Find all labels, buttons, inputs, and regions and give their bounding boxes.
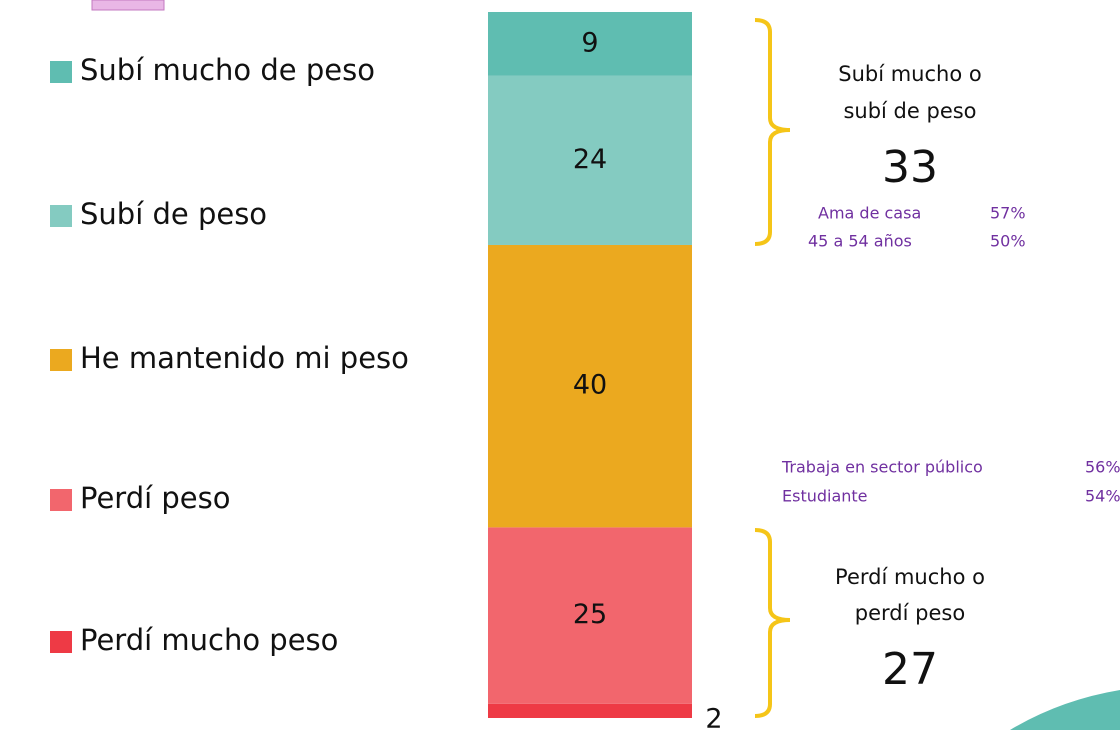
legend-label: Perdí peso [80, 481, 231, 515]
legend-swatch [50, 631, 72, 653]
legend-swatch [50, 205, 72, 227]
bar-segment [488, 75, 692, 245]
highlight-value: 50% [990, 232, 1026, 251]
group-label: perdí peso [855, 601, 965, 625]
data-label: 9 [581, 27, 598, 58]
highlight-label: 45 a 54 años [808, 232, 912, 251]
bar-segment [488, 703, 692, 718]
legend-swatch [50, 489, 72, 511]
data-label: 40 [573, 370, 607, 401]
group-total: 27 [882, 644, 938, 695]
legend-swatch [50, 349, 72, 371]
bracket [754, 18, 791, 246]
data-label: 24 [573, 144, 607, 175]
highlight-value: 57% [990, 204, 1026, 223]
highlight-label: Ama de casa [818, 204, 921, 223]
bar-segment [488, 244, 692, 528]
legend-swatch [50, 61, 72, 83]
highlight-label: Trabaja en sector público [781, 458, 983, 477]
decoration [1010, 690, 1120, 730]
highlight-value: 54% [1085, 487, 1120, 506]
legend-label: Perdí mucho peso [80, 623, 338, 657]
bar-segment [488, 12, 692, 76]
bracket [754, 528, 791, 718]
group-label: Subí mucho o [838, 62, 981, 86]
group-label: subí de peso [843, 99, 976, 123]
legend-label: Subí de peso [80, 197, 267, 231]
highlight-label: Estudiante [782, 487, 868, 506]
highlight-value: 56% [1085, 458, 1120, 477]
group-total: 33 [882, 142, 938, 193]
bar-segment [488, 527, 692, 704]
group-label: Perdí mucho o [835, 565, 985, 589]
data-label: 2 [705, 704, 722, 730]
legend-label: He mantenido mi peso [80, 341, 409, 375]
decoration [91, 0, 165, 11]
data-label: 25 [573, 599, 607, 630]
legend-label: Subí mucho de peso [80, 53, 375, 87]
